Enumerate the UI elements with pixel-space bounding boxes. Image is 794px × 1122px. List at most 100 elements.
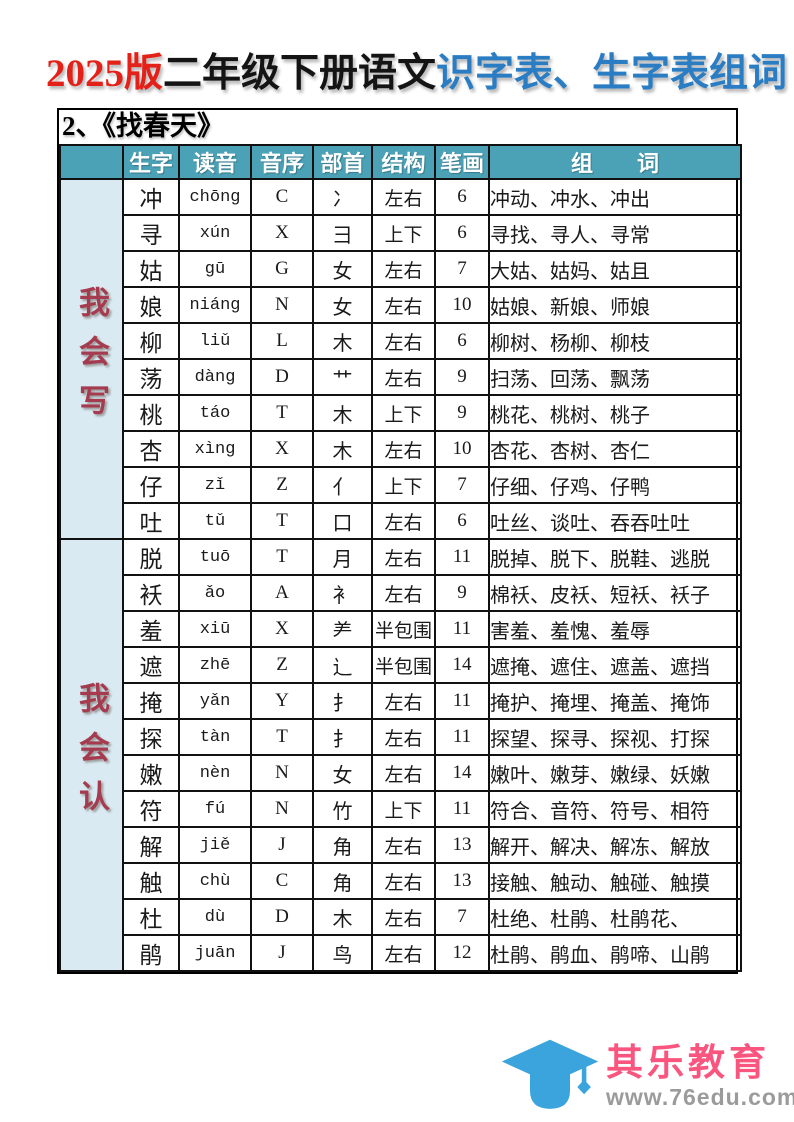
- pinyin-cell: dù: [178, 898, 252, 936]
- strokes-cell: 10: [434, 286, 490, 324]
- structure-cell: 左右: [371, 358, 436, 396]
- graduation-cap-icon: [501, 1039, 599, 1109]
- words-cell: 杏花、杏树、杏仁: [488, 430, 742, 468]
- initial-cell: Y: [250, 682, 314, 720]
- pinyin-cell: dàng: [178, 358, 252, 396]
- header-row: 生字 读音 音序 部首 结构 笔画 组 词: [59, 144, 742, 180]
- table-row: 掩 yǎn Y 扌 左右 11 掩护、掩埋、掩盖、掩饰: [60, 682, 742, 720]
- table-row: 鹃 juān J 鸟 左右 12 杜鹃、鹃血、鹃啼、山鹃: [60, 934, 742, 972]
- strokes-cell: 9: [434, 394, 490, 432]
- initial-cell: A: [250, 574, 314, 612]
- strokes-cell: 14: [434, 646, 490, 684]
- group-label-recognize: 我会认: [59, 538, 124, 972]
- pinyin-cell: fú: [178, 790, 252, 828]
- structure-cell: 上下: [371, 214, 436, 252]
- words-cell: 吐丝、谈吐、吞吞吐吐: [488, 502, 742, 540]
- words-cell: 解开、解决、解冻、解放: [488, 826, 742, 864]
- structure-cell: 左右: [371, 538, 436, 576]
- words-cell: 冲动、冲水、冲出: [488, 178, 742, 216]
- words-cell: 符合、音符、符号、相符: [488, 790, 742, 828]
- radical-cell: 角: [312, 826, 373, 864]
- brand-name: 其乐教育: [606, 1042, 770, 1084]
- char-cell: 脱: [122, 538, 180, 576]
- words-cell: 掩护、掩埋、掩盖、掩饰: [488, 682, 742, 720]
- pinyin-cell: táo: [178, 394, 252, 432]
- char-cell: 荡: [122, 358, 180, 396]
- structure-cell: 左右: [371, 898, 436, 936]
- header-words: 组 词: [488, 144, 742, 180]
- initial-cell: G: [250, 250, 314, 288]
- radical-cell: 女: [312, 286, 373, 324]
- radical-cell: 扌: [312, 682, 373, 720]
- group-label-text: 我会写: [74, 285, 109, 433]
- pinyin-cell: xìng: [178, 430, 252, 468]
- initial-cell: N: [250, 754, 314, 792]
- structure-cell: 半包围: [371, 646, 436, 684]
- header-strokes: 笔画: [434, 144, 490, 180]
- strokes-cell: 9: [434, 574, 490, 612]
- words-cell: 仔细、仔鸡、仔鸭: [488, 466, 742, 504]
- words-cell: 大姑、姑妈、姑且: [488, 250, 742, 288]
- pinyin-cell: juān: [178, 934, 252, 972]
- char-cell: 解: [122, 826, 180, 864]
- pinyin-cell: gū: [178, 250, 252, 288]
- table-row: 我会写 冲 chōng C 冫 左右 6 冲动、冲水、冲出: [59, 178, 742, 540]
- pinyin-cell: chōng: [178, 178, 252, 216]
- initial-cell: N: [250, 286, 314, 324]
- page-title: 2025版二年级下册语文识字表、生字表组词: [46, 42, 787, 98]
- structure-cell: 左右: [371, 502, 436, 540]
- char-cell: 杏: [122, 430, 180, 468]
- words-cell: 姑娘、新娘、师娘: [488, 286, 742, 324]
- structure-cell: 左右: [371, 250, 436, 288]
- strokes-cell: 11: [434, 790, 490, 828]
- radical-cell: 木: [312, 322, 373, 360]
- structure-cell: 左右: [371, 862, 436, 900]
- structure-cell: 左右: [371, 286, 436, 324]
- table-row: 袄 ǎo A 衤 左右 9 棉袄、皮袄、短袄、袄子: [60, 574, 742, 612]
- initial-cell: Z: [250, 646, 314, 684]
- table-row: 柳 liǔ L 木 左右 6 柳树、杨柳、柳枝: [60, 322, 742, 360]
- words-cell: 杜鹃、鹃血、鹃啼、山鹃: [488, 934, 742, 972]
- table-row: 触 chù C 角 左右 13 接触、触动、触碰、触摸: [60, 862, 742, 900]
- char-cell: 桃: [122, 394, 180, 432]
- group-label-text: 我会认: [74, 681, 109, 829]
- table-row: 姑 gū G 女 左右 7 大姑、姑妈、姑且: [60, 250, 742, 288]
- words-cell: 桃花、桃树、桃子: [488, 394, 742, 432]
- table-row: 荡 dàng D 艹 左右 9 扫荡、回荡、飘荡: [60, 358, 742, 396]
- initial-cell: D: [250, 898, 314, 936]
- char-cell: 寻: [122, 214, 180, 252]
- words-cell: 扫荡、回荡、飘荡: [488, 358, 742, 396]
- initial-cell: D: [250, 358, 314, 396]
- pinyin-cell: tǔ: [178, 502, 252, 540]
- section-title: 2、《找春天》: [62, 111, 224, 141]
- structure-cell: 左右: [371, 574, 436, 612]
- table-row: 娘 niáng N 女 左右 10 姑娘、新娘、师娘: [60, 286, 742, 324]
- radical-cell: 木: [312, 898, 373, 936]
- initial-cell: X: [250, 214, 314, 252]
- strokes-cell: 14: [434, 754, 490, 792]
- footer-logo: 其乐教育 www.76edu.com: [500, 1036, 794, 1118]
- strokes-cell: 7: [434, 250, 490, 288]
- pinyin-cell: xún: [178, 214, 252, 252]
- radical-cell: 艹: [312, 358, 373, 396]
- radical-cell: 彐: [312, 214, 373, 252]
- strokes-cell: 6: [434, 322, 490, 360]
- words-cell: 接触、触动、触碰、触摸: [488, 862, 742, 900]
- pinyin-cell: zhē: [178, 646, 252, 684]
- strokes-cell: 11: [434, 538, 490, 576]
- strokes-cell: 6: [434, 502, 490, 540]
- initial-cell: N: [250, 790, 314, 828]
- words-cell: 脱掉、脱下、脱鞋、逃脱: [488, 538, 742, 576]
- initial-cell: L: [250, 322, 314, 360]
- radical-cell: 女: [312, 754, 373, 792]
- radical-cell: 木: [312, 430, 373, 468]
- radical-cell: 木: [312, 394, 373, 432]
- initial-cell: T: [250, 394, 314, 432]
- group-label-write: 我会写: [59, 178, 124, 540]
- table-row: 羞 xiū X ⺶ 半包围 11 害羞、羞愧、羞辱: [60, 610, 742, 648]
- words-cell: 遮掩、遮住、遮盖、遮挡: [488, 646, 742, 684]
- table-row: 寻 xún X 彐 上下 6 寻找、寻人、寻常: [60, 214, 742, 252]
- strokes-cell: 11: [434, 682, 490, 720]
- radical-cell: 鸟: [312, 934, 373, 972]
- corner-cell: [59, 144, 124, 180]
